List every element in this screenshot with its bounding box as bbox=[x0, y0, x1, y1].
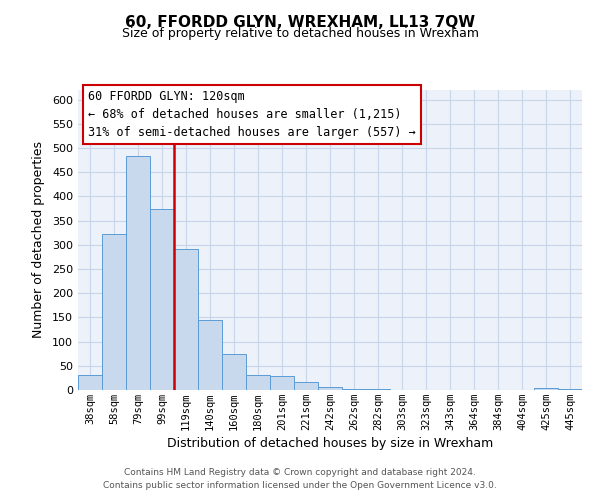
Bar bbox=[222, 354, 246, 390]
Bar bbox=[246, 375, 270, 390]
Bar bbox=[366, 388, 390, 390]
Bar bbox=[318, 386, 342, 390]
Text: 60 FFORDD GLYN: 120sqm
← 68% of detached houses are smaller (1,215)
31% of semi-: 60 FFORDD GLYN: 120sqm ← 68% of detached… bbox=[88, 90, 416, 139]
Bar bbox=[78, 374, 102, 390]
Bar bbox=[558, 389, 582, 390]
Bar bbox=[102, 234, 126, 390]
Text: 60, FFORDD GLYN, WREXHAM, LL13 7QW: 60, FFORDD GLYN, WREXHAM, LL13 7QW bbox=[125, 15, 475, 30]
Text: Contains HM Land Registry data © Crown copyright and database right 2024.
Contai: Contains HM Land Registry data © Crown c… bbox=[103, 468, 497, 490]
Y-axis label: Number of detached properties: Number of detached properties bbox=[32, 142, 45, 338]
Bar bbox=[342, 388, 366, 390]
Bar bbox=[294, 382, 318, 390]
Bar bbox=[270, 376, 294, 390]
X-axis label: Distribution of detached houses by size in Wrexham: Distribution of detached houses by size … bbox=[167, 437, 493, 450]
Bar bbox=[150, 208, 174, 390]
Text: Size of property relative to detached houses in Wrexham: Size of property relative to detached ho… bbox=[121, 28, 479, 40]
Bar bbox=[198, 320, 222, 390]
Bar bbox=[174, 248, 198, 390]
Bar bbox=[126, 156, 150, 390]
Bar bbox=[534, 388, 558, 390]
